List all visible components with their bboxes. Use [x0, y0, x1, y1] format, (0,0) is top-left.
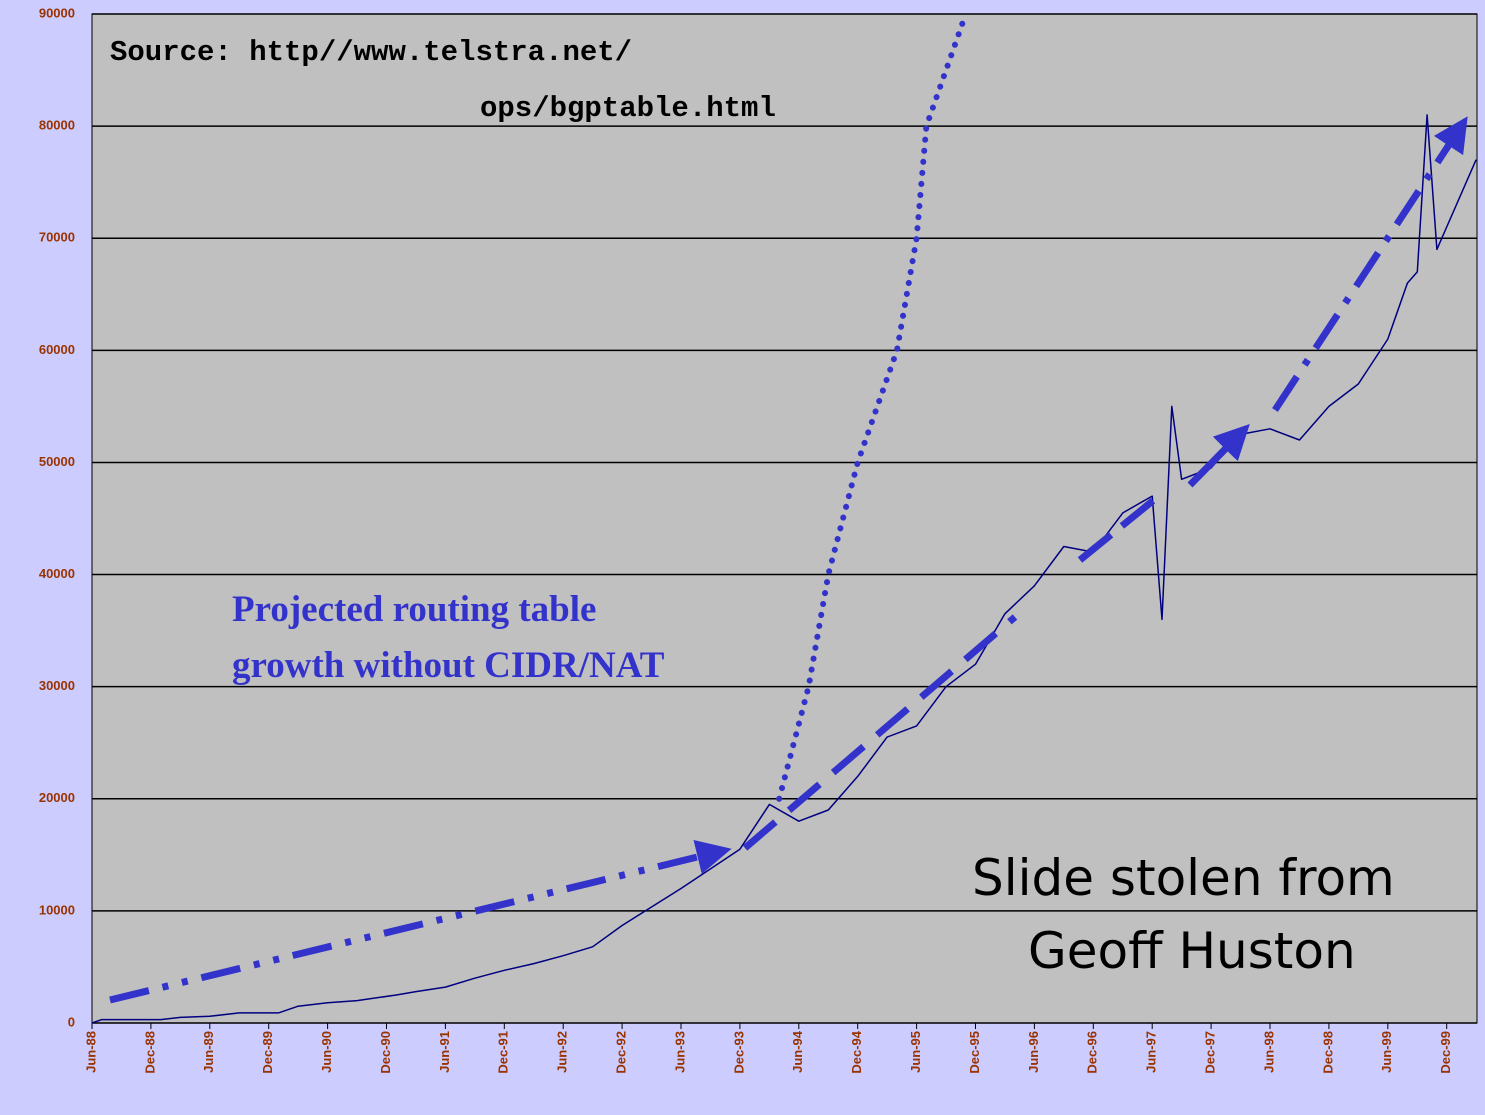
trend-arrows: [109, 116, 1468, 1004]
source-note: ops/bgptable.html: [480, 92, 776, 125]
x-tick-label: Jun-91: [437, 1031, 452, 1073]
x-tick-label: Jun-92: [555, 1031, 570, 1073]
x-tick-label: Dec-93: [731, 1031, 746, 1074]
projection-label: Projected routing table: [232, 589, 596, 630]
data-line: [776, 11, 969, 802]
x-tick-label: Jun-93: [672, 1031, 687, 1073]
x-tick-label: Jun-95: [908, 1031, 923, 1073]
y-tick-label: 10000: [39, 902, 75, 917]
x-tick-label: Jun-97: [1144, 1031, 1159, 1073]
x-tick-label: Dec-89: [260, 1031, 275, 1074]
x-tick-label: Dec-99: [1438, 1031, 1453, 1074]
trend-arrow: [742, 614, 1018, 851]
y-tick-label: 90000: [39, 5, 75, 20]
source-note: Source: http//www.telstra.net/: [110, 36, 632, 69]
y-tick-label: 40000: [39, 566, 75, 581]
data-line: [91, 114, 1477, 1024]
y-tick-label: 0: [68, 1014, 75, 1029]
x-tick-label: Jun-96: [1026, 1031, 1041, 1073]
plot-area: [91, 13, 1478, 1024]
credit-note: Geoff Huston: [1028, 922, 1356, 980]
x-tick-label: Dec-95: [967, 1031, 982, 1074]
y-tick-label: 50000: [39, 454, 75, 469]
x-tick-label: Dec-92: [614, 1031, 629, 1074]
trend-arrow: [1077, 492, 1163, 563]
x-tick-label: Dec-88: [142, 1031, 157, 1074]
y-tick-label: 30000: [39, 678, 75, 693]
x-tick-label: Jun-90: [319, 1031, 334, 1073]
y-tick-label: 80000: [39, 118, 75, 133]
x-tick-label: Dec-97: [1203, 1031, 1218, 1074]
y-tick-label: 60000: [39, 342, 75, 357]
y-tick-label: 20000: [39, 790, 75, 805]
trend-arrow: [1272, 116, 1468, 412]
trend-arrow: [1187, 424, 1250, 488]
x-tick-label: Dec-94: [849, 1030, 864, 1073]
x-tick-label: Dec-96: [1085, 1031, 1100, 1074]
x-tick-label: Dec-98: [1320, 1031, 1335, 1074]
x-tick-label: Jun-94: [790, 1030, 805, 1073]
y-tick-label: 70000: [39, 230, 75, 245]
x-tick-label: Dec-91: [496, 1031, 511, 1074]
x-tick-label: Jun-99: [1379, 1031, 1394, 1073]
trend-arrow: [109, 839, 732, 1004]
credit-note: Slide stolen from: [972, 849, 1395, 907]
projection-label: growth without CIDR/NAT: [232, 645, 665, 686]
x-tick-label: Jun-89: [201, 1031, 216, 1073]
x-tick-label: Jun-88: [83, 1031, 98, 1073]
x-tick-label: Jun-98: [1261, 1031, 1276, 1073]
x-tick-label: Dec-90: [378, 1031, 393, 1074]
